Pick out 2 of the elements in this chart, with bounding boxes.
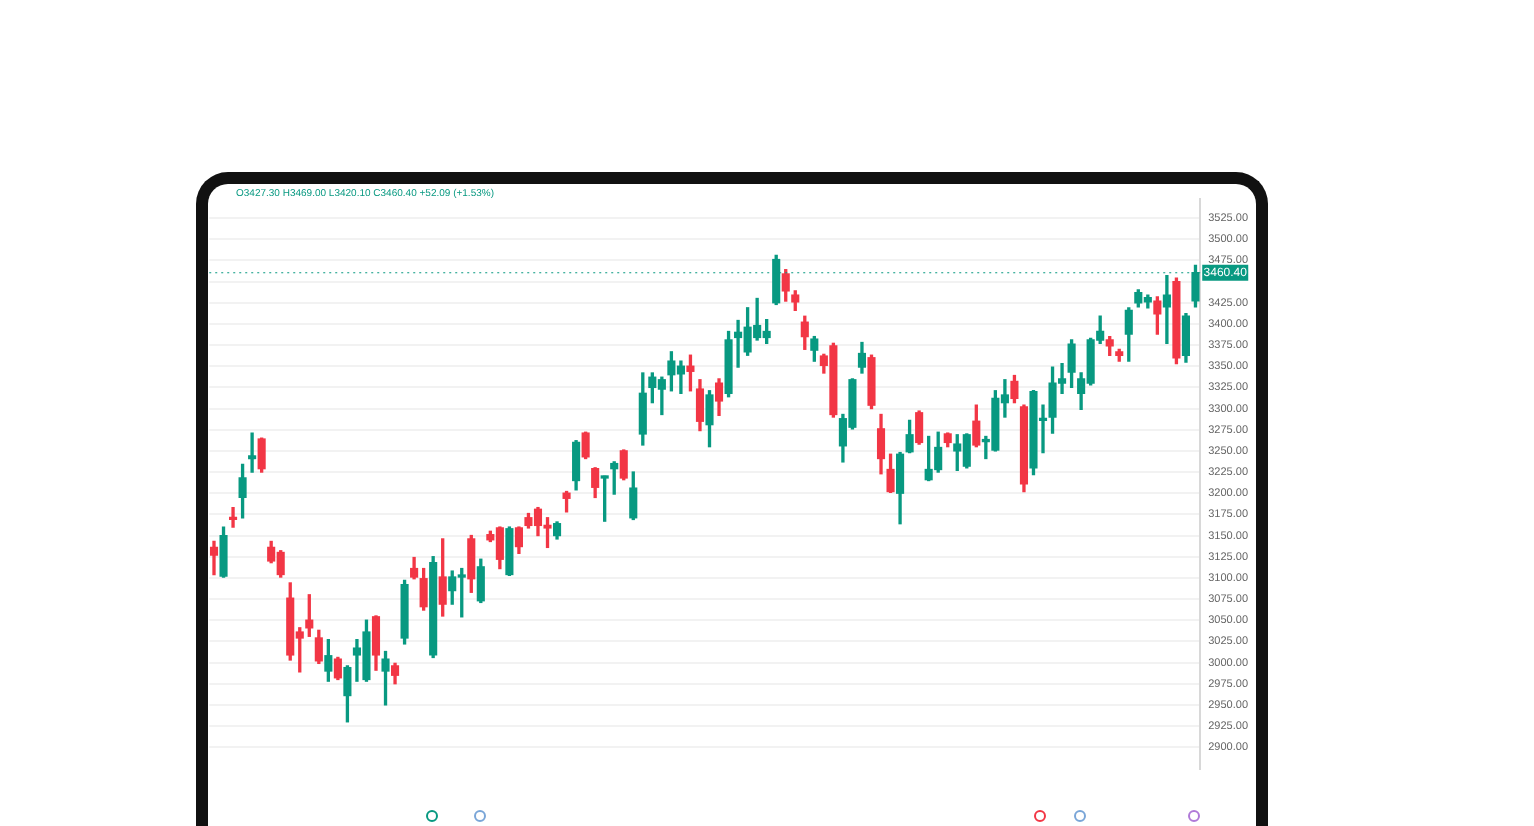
candlestick bbox=[248, 432, 257, 473]
candlestick bbox=[1162, 274, 1171, 345]
